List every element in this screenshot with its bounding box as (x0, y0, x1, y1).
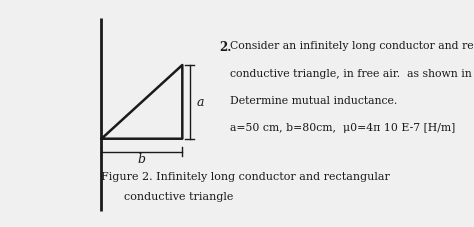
Text: conductive triangle, in free air.  as shown in Figure 2.: conductive triangle, in free air. as sho… (230, 68, 474, 78)
Text: Determine mutual inductance.: Determine mutual inductance. (230, 95, 397, 105)
Text: Figure 2. Infinitely long conductor and rectangular: Figure 2. Infinitely long conductor and … (101, 171, 391, 181)
Text: conductive triangle: conductive triangle (124, 191, 233, 201)
Text: a: a (197, 96, 204, 109)
Text: 2.: 2. (219, 41, 231, 54)
Text: a=50 cm, b=80cm,  μ0=4π 10 E-7 [H/m]: a=50 cm, b=80cm, μ0=4π 10 E-7 [H/m] (230, 123, 456, 133)
Text: Consider an infinitely long conductor and rectangular: Consider an infinitely long conductor an… (230, 41, 474, 51)
Text: b: b (138, 152, 146, 165)
